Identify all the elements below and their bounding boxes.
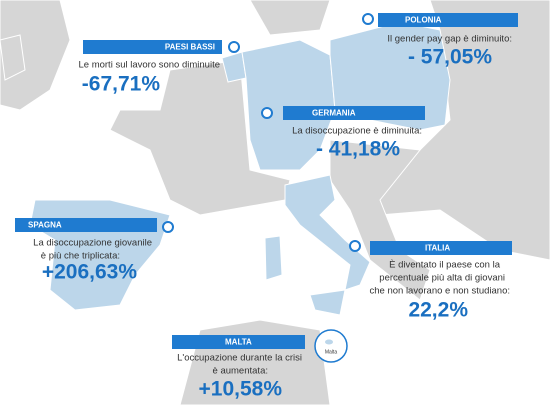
description: percentuale più alta di giovani bbox=[379, 273, 505, 284]
description: è aumentata: bbox=[213, 366, 268, 377]
land bbox=[369, 0, 550, 261]
callout-polonia: POLONIA Il gender pay gap è diminuito: -… bbox=[362, 13, 518, 69]
value: 22,2% bbox=[408, 299, 468, 322]
description: che non lavorano e non studiano: bbox=[370, 286, 511, 297]
sicily bbox=[309, 289, 346, 316]
country-name: SPAGNA bbox=[28, 221, 62, 230]
marker bbox=[261, 107, 273, 119]
callout-germania: GERMANIA La disoccupazione è diminuita: … bbox=[261, 106, 425, 161]
marker bbox=[349, 240, 361, 252]
description: È diventato il paese con la bbox=[389, 260, 501, 271]
header-bar bbox=[83, 40, 222, 54]
header-bar bbox=[370, 241, 512, 255]
header-bar bbox=[172, 335, 305, 349]
country-name: MALTA bbox=[225, 338, 252, 347]
description: L'occupazione durante la crisi bbox=[177, 353, 302, 364]
value: -67,71% bbox=[82, 73, 161, 96]
italy bbox=[284, 174, 371, 291]
land bbox=[0, 34, 26, 81]
sardinia bbox=[264, 235, 283, 281]
description: La disoccupazione è diminuita: bbox=[292, 126, 422, 137]
malta-island bbox=[325, 339, 333, 345]
value: - 41,18% bbox=[316, 138, 400, 161]
country-name: PAESI BASSI bbox=[165, 43, 215, 52]
description: è più che triplicata: bbox=[41, 251, 120, 262]
marker bbox=[162, 221, 174, 233]
value: +10,58% bbox=[199, 378, 283, 401]
land bbox=[109, 59, 291, 216]
callout-paesi-bassi: PAESI BASSI Le morti sul lavoro sono dim… bbox=[78, 40, 240, 96]
header-bar bbox=[283, 106, 425, 120]
description: La disoccupazione giovanile bbox=[33, 238, 152, 249]
callout-italia: ITALIA È diventato il paese con la perce… bbox=[349, 240, 512, 322]
description: Le morti sul lavoro sono diminuite bbox=[78, 60, 220, 71]
land bbox=[0, 0, 71, 111]
country-name: POLONIA bbox=[405, 16, 442, 25]
description: Il gender pay gap è diminuito: bbox=[387, 34, 512, 45]
header-bar bbox=[15, 218, 157, 232]
value: +206,63% bbox=[42, 261, 137, 284]
country-name: GERMANIA bbox=[312, 109, 356, 118]
country-name: ITALIA bbox=[425, 244, 450, 253]
callout-spagna: SPAGNA La disoccupazione giovanile è più… bbox=[15, 218, 174, 284]
callout-malta: MALTA Malta L'occupazione durante la cri… bbox=[172, 329, 348, 401]
value: - 57,05% bbox=[408, 46, 492, 69]
marker bbox=[228, 41, 240, 53]
header-bar bbox=[378, 13, 518, 27]
malta-label: Malta bbox=[325, 349, 337, 355]
germany bbox=[241, 39, 336, 171]
land bbox=[249, 0, 331, 36]
land bbox=[329, 139, 431, 301]
malta-inset bbox=[314, 329, 348, 363]
marker bbox=[362, 13, 374, 25]
